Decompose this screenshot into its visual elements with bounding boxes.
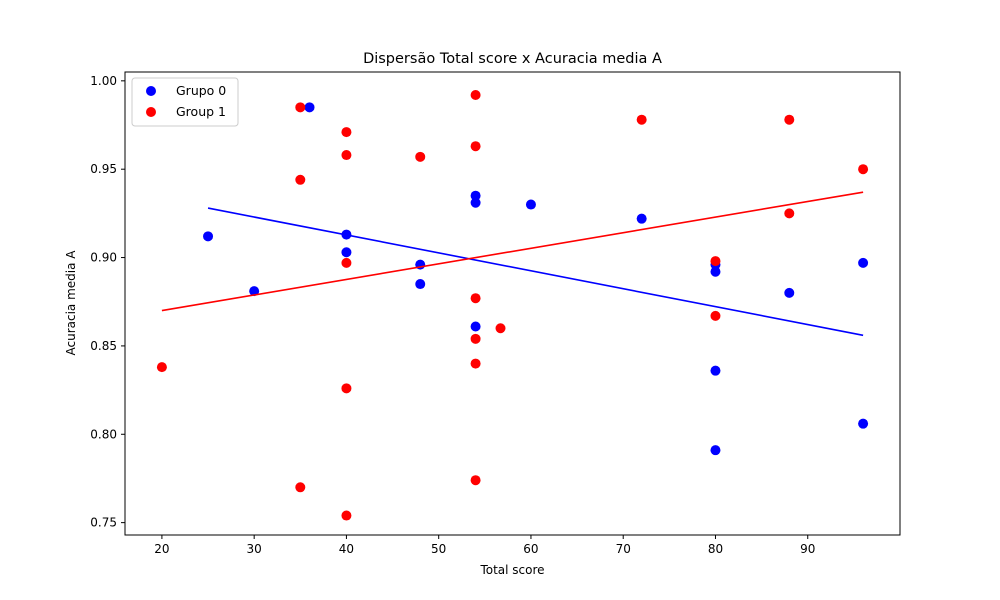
data-point — [249, 286, 260, 297]
legend-box — [131, 77, 239, 127]
plot-frame — [124, 71, 901, 536]
data-point — [341, 247, 352, 258]
x-tick-label: 90 — [800, 542, 815, 556]
data-point — [636, 213, 647, 224]
legend-label-group-1: Group 1 — [176, 104, 226, 119]
plot-area — [124, 71, 901, 536]
x-tick-label: 70 — [616, 542, 631, 556]
data-point — [495, 323, 506, 334]
x-tick-label: 30 — [247, 542, 262, 556]
trend-line-series-0 — [207, 207, 864, 337]
data-point — [784, 208, 795, 219]
series-1-points — [156, 89, 869, 521]
data-point — [470, 321, 481, 332]
data-point — [156, 362, 167, 373]
trend-line-series-1 — [161, 191, 864, 312]
data-point — [295, 482, 306, 493]
y-axis-title: Acuracia media A — [64, 250, 78, 356]
x-tick-label: 20 — [154, 542, 169, 556]
data-point — [470, 89, 481, 100]
axis-ticks: 20 30 40 50 60 70 80 90 0.75 0.80 0.85 0.90 0.95 1.00 — [90, 74, 815, 556]
data-point — [710, 365, 721, 376]
data-point — [470, 358, 481, 369]
legend-label-grupo-0: Grupo 0 — [176, 83, 226, 98]
x-tick-label: 40 — [339, 542, 354, 556]
legend-marker-group-1 — [146, 107, 156, 117]
data-point — [470, 190, 481, 201]
data-point — [636, 114, 647, 125]
data-point — [470, 141, 481, 152]
legend: Grupo 0 Group 1 — [131, 77, 239, 127]
data-point — [858, 257, 869, 268]
y-tick-label: 0.75 — [90, 516, 117, 530]
chart-title: Dispersão Total score x Acuracia media A — [363, 51, 662, 67]
legend-marker-grupo-0 — [146, 86, 156, 96]
data-point — [470, 197, 481, 208]
x-tick-label: 80 — [708, 542, 723, 556]
data-point — [415, 151, 426, 162]
y-tick-label: 1.00 — [90, 74, 117, 88]
data-point — [784, 114, 795, 125]
data-point — [341, 383, 352, 394]
data-point — [858, 164, 869, 175]
data-point — [341, 257, 352, 268]
x-tick-label: 60 — [523, 542, 538, 556]
y-tick-label: 0.95 — [90, 162, 117, 176]
data-point — [710, 310, 721, 321]
data-point — [710, 256, 721, 267]
data-point — [203, 231, 214, 242]
data-point — [295, 174, 306, 185]
data-point — [295, 102, 306, 113]
data-point — [525, 199, 536, 210]
data-point — [470, 293, 481, 304]
x-axis-title: Total score — [479, 563, 544, 577]
data-point — [341, 127, 352, 138]
data-point — [710, 445, 721, 456]
y-tick-label: 0.80 — [90, 427, 117, 441]
data-point — [784, 287, 795, 298]
data-point — [304, 102, 315, 113]
x-tick-label: 50 — [431, 542, 446, 556]
data-point — [710, 266, 721, 277]
y-tick-label: 0.90 — [90, 251, 117, 265]
data-point — [341, 510, 352, 521]
data-point — [470, 333, 481, 344]
data-point — [341, 150, 352, 161]
data-point — [470, 475, 481, 486]
data-point — [858, 418, 869, 429]
data-point — [415, 279, 426, 290]
y-tick-label: 0.85 — [90, 339, 117, 353]
